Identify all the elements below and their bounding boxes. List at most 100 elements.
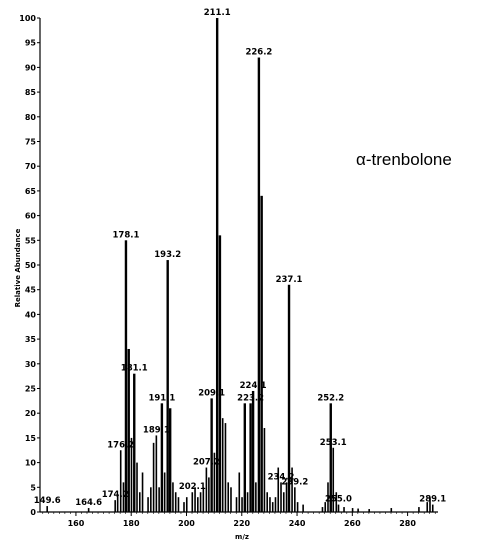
peak-bar [221, 418, 224, 512]
peak-label: 223.2 [237, 393, 264, 403]
peak-label: 178.1 [113, 230, 140, 240]
peak-label: 181.1 [121, 364, 148, 374]
peak-bar [294, 487, 296, 512]
y-axis-label: Relative Abundance [14, 228, 22, 307]
peak-bar [197, 497, 199, 512]
x-axis-label: m/z [235, 533, 249, 541]
peak-bar [332, 447, 335, 512]
peak-bar [426, 502, 429, 512]
peak-label: 224.1 [240, 381, 267, 391]
y-tick-label: 100 [19, 14, 36, 23]
peak-bar [147, 497, 149, 512]
peak-bar [280, 482, 282, 512]
x-tick-label: 280 [399, 519, 416, 528]
peak-label: 193.2 [154, 250, 181, 260]
y-tick-label: 20 [25, 409, 37, 418]
peak-bar [368, 509, 370, 512]
y-tick-label: 5 [30, 483, 36, 492]
peak-bar [282, 492, 285, 512]
peak-label: 289.1 [419, 495, 446, 505]
axes-layer: 0 5 10 15 20 25 30 35 40 45 50 55 60 65 70 75 80 85 90 95 10… [19, 14, 438, 528]
peak-label: 211.1 [204, 8, 231, 18]
peak-bar [183, 502, 185, 512]
peak-bar [249, 403, 252, 512]
peak-bar [185, 497, 188, 512]
peak-bar [177, 497, 180, 512]
peak-bar [174, 492, 177, 512]
peak-bar [138, 492, 141, 512]
peak-bar [277, 467, 280, 512]
x-tick-label: 220 [233, 519, 250, 528]
peak-bar [238, 472, 241, 512]
peak-bar [251, 390, 255, 512]
peak-bar [172, 482, 174, 512]
peak-bar [158, 487, 160, 512]
peak-bar [285, 482, 288, 512]
y-tick-label: 75 [25, 138, 37, 147]
y-tick-label: 65 [25, 187, 37, 196]
peak-bar [136, 462, 138, 512]
y-tick-label: 50 [25, 261, 37, 270]
y-tick-label: 35 [25, 335, 37, 344]
peak-bar [271, 502, 274, 512]
x-tick-label: 260 [344, 519, 361, 528]
peak-bar [351, 508, 354, 512]
peak-label: 255.0 [325, 495, 352, 505]
peak-bar [202, 487, 205, 512]
peak-bar [213, 452, 216, 512]
peak-bar [255, 482, 257, 512]
peak-bar [130, 437, 133, 512]
peak-bar [199, 492, 202, 512]
peaks-layer [46, 18, 434, 513]
peak-bar [119, 450, 122, 512]
peak-bar [114, 500, 116, 512]
y-tick-label: 45 [25, 286, 37, 295]
peak-bar [215, 18, 219, 512]
peak-bar [141, 472, 144, 512]
peak-bar [418, 507, 420, 512]
peak-label: 176.2 [107, 440, 134, 450]
peak-label: 191.1 [148, 393, 175, 403]
x-tick-label: 240 [289, 519, 306, 528]
x-tick-label: 200 [178, 519, 195, 528]
peak-bar [327, 482, 329, 512]
peak-bar [210, 398, 213, 512]
peak-bar [335, 492, 338, 512]
peak-bar [116, 494, 119, 512]
y-tick-label: 60 [25, 212, 37, 221]
y-tick-label: 0 [30, 508, 36, 517]
peak-bar [194, 487, 196, 512]
peak-label: 164.6 [75, 498, 102, 508]
x-tick-label: 180 [123, 519, 140, 528]
peak-bar [205, 467, 208, 512]
peak-bar [357, 508, 359, 512]
peak-bar [324, 502, 327, 512]
peak-bar [390, 508, 393, 512]
peak-label: 252.2 [317, 393, 344, 403]
peak-label: 226.2 [245, 48, 272, 58]
peak-bar [155, 435, 158, 512]
peak-bar [263, 428, 266, 512]
y-tick-label: 10 [25, 459, 37, 468]
peak-bar [191, 492, 194, 512]
peak-bar [235, 497, 238, 512]
peak-label: 253.1 [320, 438, 347, 448]
y-tick-label: 95 [25, 39, 37, 48]
peak-label: 237.1 [276, 275, 303, 285]
y-tick-label: 85 [25, 88, 37, 97]
peak-bar [224, 423, 227, 512]
peak-bar [124, 240, 128, 513]
peak-bar [296, 502, 299, 512]
peak-bar [257, 57, 261, 513]
peak-bar [429, 497, 431, 512]
y-tick-label: 80 [25, 113, 37, 122]
peak-label: 202.1 [179, 482, 206, 492]
peak-bar [218, 235, 222, 513]
peak-bar [329, 403, 332, 512]
peak-bar [168, 408, 172, 512]
x-tick-label: 160 [68, 519, 85, 528]
peak-bar [343, 507, 345, 512]
y-tick-label: 55 [25, 236, 37, 245]
